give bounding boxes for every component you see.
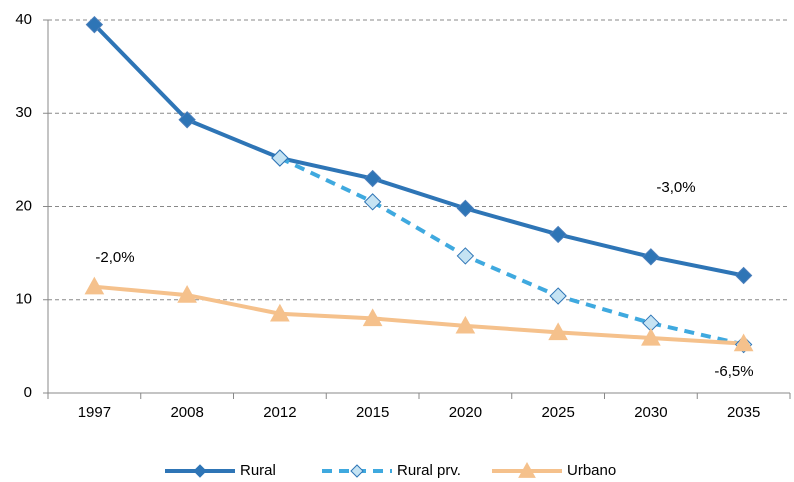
data-point bbox=[642, 248, 660, 266]
annotation: -3,0% bbox=[656, 179, 695, 196]
data-point bbox=[177, 285, 197, 303]
y-tick-label: 40 bbox=[15, 11, 32, 28]
data-point bbox=[270, 303, 290, 322]
legend-label: Rural bbox=[240, 462, 276, 479]
series-line bbox=[279, 156, 745, 347]
annotation: -2,0% bbox=[95, 249, 134, 266]
data-point bbox=[548, 322, 568, 341]
series-line bbox=[92, 23, 745, 278]
data-point bbox=[641, 327, 661, 346]
data-point bbox=[455, 315, 476, 334]
data-point bbox=[178, 111, 196, 129]
data-point bbox=[362, 308, 383, 327]
data-point bbox=[549, 287, 567, 305]
y-tick-label: 20 bbox=[15, 197, 32, 214]
y-tick-label: 10 bbox=[15, 291, 32, 308]
y-tick-label: 30 bbox=[15, 104, 32, 121]
x-tick-label: 2030 bbox=[634, 404, 667, 421]
data-point bbox=[84, 276, 105, 295]
data-point bbox=[734, 266, 753, 285]
annotation: -6,5% bbox=[714, 363, 753, 380]
data-point bbox=[733, 333, 754, 352]
y-tick-label: 0 bbox=[24, 384, 32, 401]
data-point bbox=[271, 149, 289, 167]
x-tick-label: 2012 bbox=[263, 404, 296, 421]
x-tick-label: 2015 bbox=[356, 404, 389, 421]
legend-marker bbox=[193, 464, 207, 478]
x-tick-label: 2025 bbox=[541, 404, 574, 421]
data-point bbox=[456, 247, 475, 265]
legend-marker bbox=[518, 461, 536, 478]
x-tick-label: 2020 bbox=[449, 404, 482, 421]
data-point bbox=[456, 199, 475, 218]
x-tick-label: 2035 bbox=[727, 404, 760, 421]
data-point bbox=[363, 169, 382, 188]
legend-label: Rural prv. bbox=[397, 462, 461, 479]
data-point bbox=[85, 15, 104, 34]
legend-marker bbox=[350, 464, 364, 478]
x-tick-label: 2008 bbox=[170, 404, 203, 421]
data-point bbox=[363, 193, 382, 211]
series-line bbox=[94, 284, 744, 346]
x-tick-label: 1997 bbox=[78, 404, 111, 421]
legend-label: Urbano bbox=[567, 462, 616, 479]
data-point bbox=[549, 225, 567, 244]
